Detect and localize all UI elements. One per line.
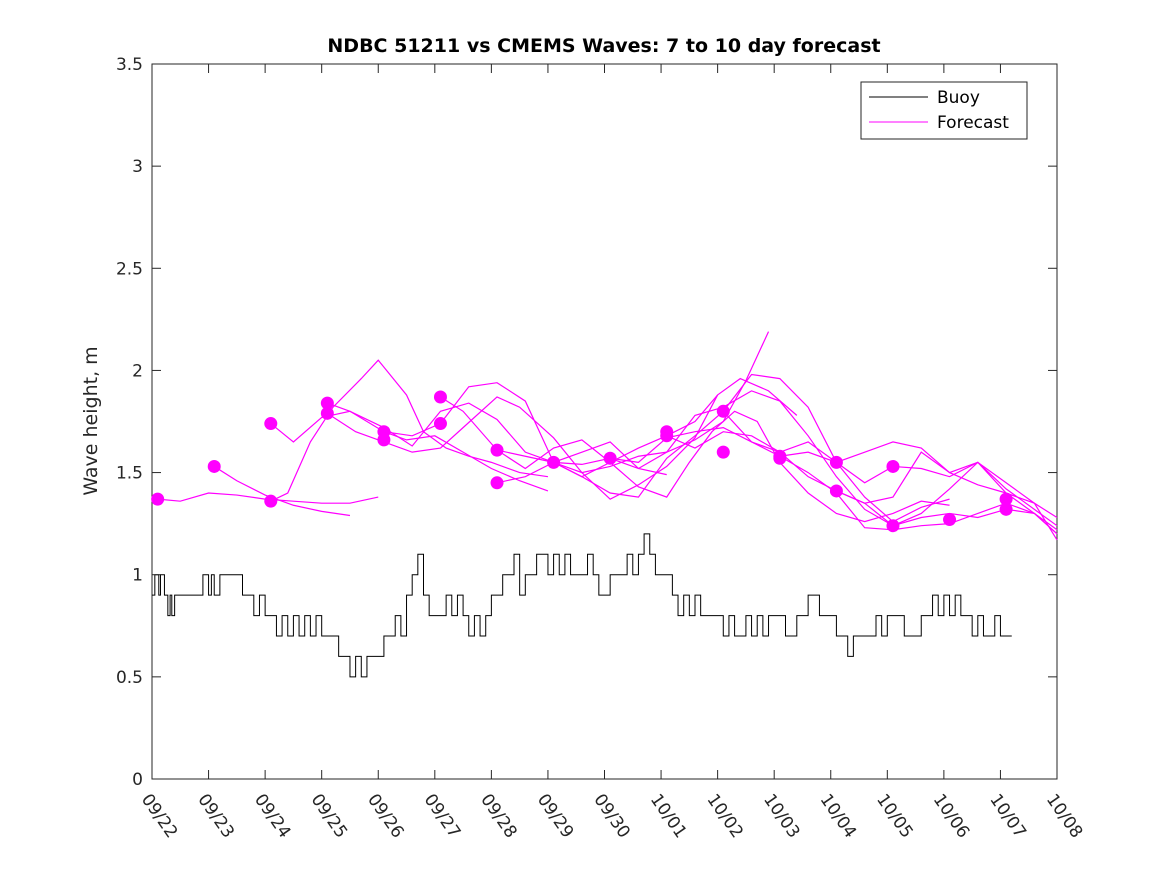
legend-forecast-label: Forecast (937, 113, 1009, 133)
forecast-series-line-6 (327, 394, 719, 500)
forecast-start-marker (151, 492, 165, 506)
y-axis-label: Wave height, m (80, 346, 102, 495)
y-tick-label: 0.5 (116, 668, 143, 688)
forecast-start-marker (999, 492, 1013, 506)
forecast-start-marker (943, 513, 957, 527)
y-tick-label: 2 (132, 361, 143, 381)
forecast-start-marker (264, 494, 278, 508)
forecast-start-marker (377, 433, 391, 447)
forecast-start-marker (433, 417, 447, 431)
y-tick-label: 0 (132, 770, 143, 790)
chart-title: NDBC 51211 vs CMEMS Waves: 7 to 10 day f… (327, 35, 880, 57)
forecast-series-line-8 (440, 396, 950, 523)
forecast-start-marker (264, 417, 278, 431)
forecast-start-marker (660, 429, 674, 443)
forecast-series-line-3 (270, 359, 549, 502)
forecast-start-marker (320, 406, 334, 420)
legend: Buoy Forecast (860, 81, 1028, 140)
y-tick-label: 3.5 (116, 55, 143, 75)
forecast-start-marker (490, 443, 504, 457)
buoy-series-line (152, 533, 1012, 678)
forecast-start-marker (207, 459, 221, 473)
forecast-start-marker (716, 404, 730, 418)
forecast-series-line-2 (213, 465, 351, 517)
y-tick-label: 2.5 (116, 259, 143, 279)
forecast-start-marker (829, 455, 843, 469)
forecast-start-marker (547, 455, 561, 469)
forecast-start-marker (886, 459, 900, 473)
forecast-start-marker (433, 390, 447, 404)
forecast-series-line-4 (270, 410, 549, 492)
forecast-start-marker (490, 476, 504, 490)
forecast-start-marker (829, 484, 843, 498)
forecast-start-marker (773, 451, 787, 465)
forecast-start-marker (886, 519, 900, 533)
forecast-series-line-10 (496, 331, 770, 484)
forecast-start-marker (716, 445, 730, 459)
forecast-start-marker (320, 396, 334, 410)
forecast-start-marker (603, 451, 617, 465)
legend-buoy-label: Buoy (937, 88, 980, 108)
plot-area (151, 63, 1058, 780)
y-tick-label: 3 (132, 157, 143, 177)
legend-box (860, 81, 1028, 140)
forecast-start-marker (999, 502, 1013, 516)
forecast-series-line-15 (779, 441, 1058, 519)
y-tick-label: 1 (132, 566, 143, 586)
y-tick-label: 1.5 (116, 464, 143, 484)
series-layer (151, 331, 1058, 678)
